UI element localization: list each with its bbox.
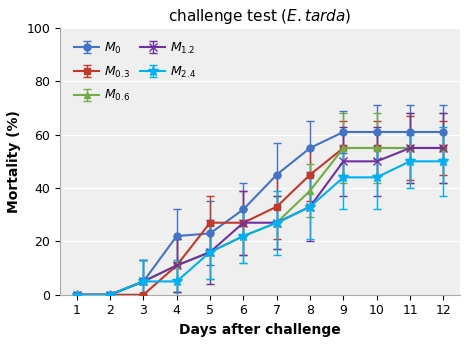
Title: challenge test ($\it{E. tarda}$): challenge test ($\it{E. tarda}$) xyxy=(168,7,352,26)
Y-axis label: Mortality (%): Mortality (%) xyxy=(7,110,21,213)
X-axis label: Days after challenge: Days after challenge xyxy=(179,323,341,337)
Legend: $M_{0}$, $M_{0.3}$, $M_{0.6}$, $M_{1.2}$, $M_{2.4}$: $M_{0}$, $M_{0.3}$, $M_{0.6}$, $M_{1.2}$… xyxy=(71,37,200,107)
